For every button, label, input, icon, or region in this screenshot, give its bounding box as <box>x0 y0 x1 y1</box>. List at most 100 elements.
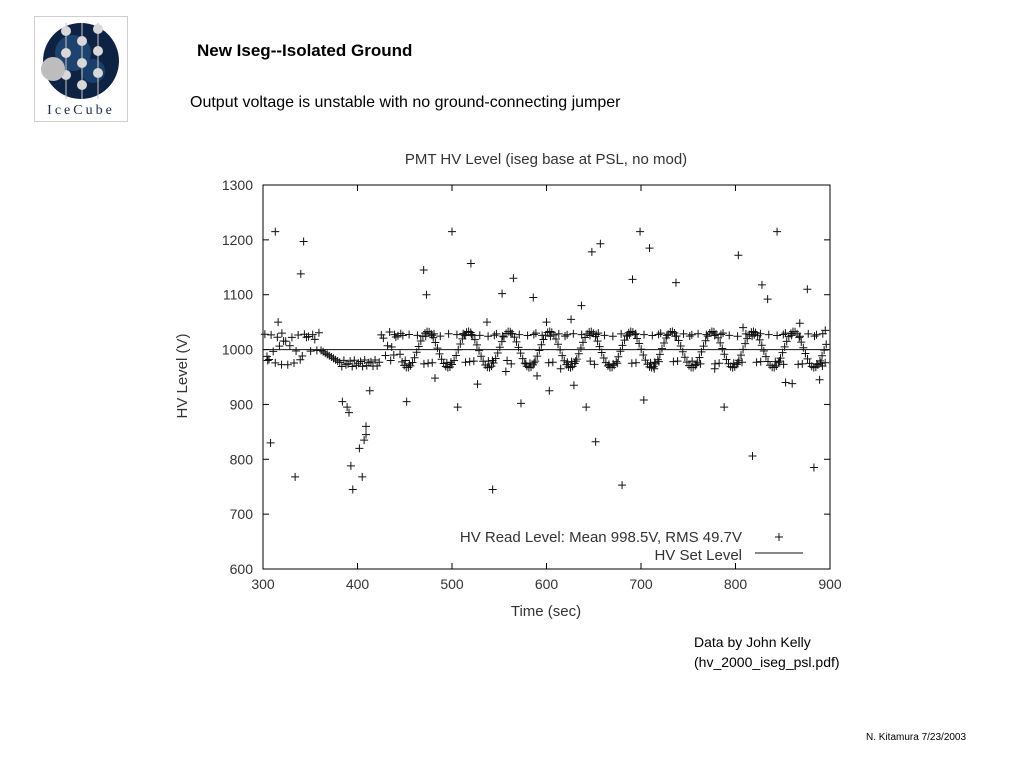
data-point <box>341 360 350 369</box>
data-point <box>551 335 560 344</box>
data-point <box>812 330 821 339</box>
data-point <box>355 444 364 453</box>
logo-text: IceCube <box>47 103 115 118</box>
data-point <box>506 327 515 336</box>
data-point <box>776 354 785 363</box>
data-point <box>499 332 508 341</box>
data-point <box>794 360 803 369</box>
data-point <box>488 485 497 494</box>
data-point <box>485 363 494 372</box>
data-point <box>292 346 301 355</box>
legend-read-label: HV Read Level: Mean 998.5V, RMS 49.7V <box>460 529 742 546</box>
data-point <box>492 329 501 338</box>
data-point <box>556 345 565 354</box>
data-point <box>636 227 645 236</box>
data-point <box>450 356 459 365</box>
data-point <box>766 361 775 370</box>
data-point <box>333 357 342 366</box>
data-point <box>454 345 463 354</box>
data-point <box>529 330 538 339</box>
data-point <box>416 337 425 346</box>
data-point <box>387 342 396 351</box>
data-point <box>640 330 649 339</box>
data-point <box>273 333 282 342</box>
data-point <box>338 397 347 406</box>
data-point <box>782 337 791 346</box>
data-point <box>360 436 369 445</box>
data-point <box>491 354 500 363</box>
y-tick-label: 1200 <box>222 232 253 248</box>
data-point <box>701 336 710 345</box>
data-point <box>465 357 474 366</box>
data-point <box>795 333 804 342</box>
data-point <box>587 327 596 336</box>
data-point <box>306 347 315 356</box>
data-point <box>383 341 392 350</box>
data-point <box>563 358 572 367</box>
x-tick-label: 900 <box>818 576 842 592</box>
data-point <box>635 339 644 348</box>
data-point <box>680 353 689 362</box>
data-point <box>569 381 578 390</box>
data-point <box>780 342 789 351</box>
data-point <box>331 355 340 364</box>
y-tick-label: 800 <box>230 451 254 467</box>
data-point <box>509 274 518 283</box>
data-point <box>493 349 502 358</box>
data-point <box>676 341 685 350</box>
data-point <box>428 358 437 367</box>
y-tick-label: 700 <box>230 506 254 522</box>
data-point <box>662 331 671 340</box>
data-point <box>567 315 576 324</box>
data-point <box>516 349 525 358</box>
data-point <box>298 352 307 361</box>
x-axis-label: Time (sec) <box>511 603 581 620</box>
data-point <box>654 330 663 339</box>
data-point <box>639 350 648 359</box>
data-point <box>401 356 410 365</box>
data-point <box>327 353 336 362</box>
data-point <box>419 359 428 368</box>
data-point <box>510 333 519 342</box>
data-point <box>346 357 355 366</box>
data-point <box>781 378 790 387</box>
data-point <box>617 329 626 338</box>
data-point <box>430 329 439 338</box>
data-point <box>516 399 525 408</box>
data-point <box>778 348 787 357</box>
data-point <box>774 358 783 367</box>
data-point <box>702 330 711 339</box>
data-point <box>623 332 632 341</box>
data-point <box>688 357 697 366</box>
data-point <box>616 347 625 356</box>
data-point <box>414 342 423 351</box>
data-point <box>371 355 380 364</box>
data-point <box>618 481 627 490</box>
data-point <box>733 332 742 341</box>
data-point <box>319 347 328 356</box>
data-point <box>608 332 617 341</box>
data-point <box>757 280 766 289</box>
data-point <box>749 327 758 336</box>
data-point <box>641 356 650 365</box>
data-point <box>770 363 779 372</box>
data-point <box>818 351 827 360</box>
data-point <box>444 329 453 338</box>
data-point <box>764 357 773 366</box>
data-point <box>639 396 648 405</box>
data-point <box>275 342 284 351</box>
data-point <box>716 338 725 347</box>
data-point <box>266 438 275 447</box>
data-point <box>763 295 772 304</box>
data-point <box>595 342 604 351</box>
data-point <box>756 329 765 338</box>
data-point <box>736 351 745 360</box>
data-point <box>453 403 462 412</box>
data-point <box>596 239 605 248</box>
data-point <box>624 328 633 337</box>
data-point <box>799 343 808 352</box>
icecube-logo-icon <box>41 23 119 99</box>
data-point <box>435 349 444 358</box>
data-point <box>436 332 445 341</box>
data-point <box>531 329 540 338</box>
